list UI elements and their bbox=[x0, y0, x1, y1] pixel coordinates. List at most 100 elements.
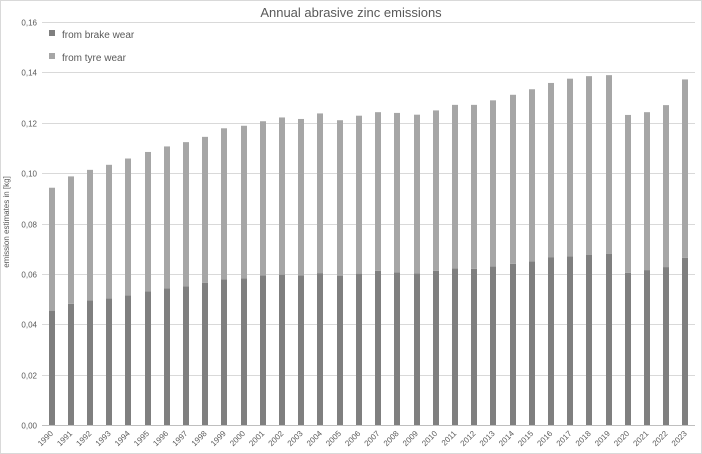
bar-segment-brake-wear bbox=[682, 257, 688, 425]
y-axis-label: emission estimates in [kg] bbox=[2, 176, 11, 268]
bar-segment-brake-wear bbox=[68, 303, 74, 425]
y-tick-label: 0,16 bbox=[21, 19, 37, 28]
x-tick-label: 1999 bbox=[209, 429, 228, 448]
x-tick-label: 2006 bbox=[343, 429, 362, 448]
bar-segment-brake-wear bbox=[202, 282, 208, 425]
bar-segment-tyre-wear bbox=[183, 142, 189, 287]
x-tick-label: 2009 bbox=[401, 429, 420, 448]
bar-segment-tyre-wear bbox=[298, 118, 304, 276]
bar-segment-tyre-wear bbox=[452, 104, 458, 269]
bar-segment-brake-wear bbox=[452, 268, 458, 425]
x-tick-label: 2012 bbox=[459, 429, 478, 448]
bar-segment-tyre-wear bbox=[260, 121, 266, 276]
y-tick-label: 0,00 bbox=[21, 422, 37, 431]
bar-segment-tyre-wear bbox=[567, 78, 573, 257]
bar-segment-brake-wear bbox=[644, 270, 650, 425]
x-tick-label: 2003 bbox=[286, 429, 305, 448]
x-tick-label: 2020 bbox=[612, 429, 631, 448]
bar-segment-brake-wear bbox=[183, 286, 189, 425]
x-tick-label: 2018 bbox=[574, 429, 593, 448]
x-tick-label: 1997 bbox=[171, 429, 190, 448]
bar-segment-tyre-wear bbox=[202, 136, 208, 283]
legend-swatch-brake-wear bbox=[49, 30, 55, 36]
x-tick-label: 1994 bbox=[113, 429, 132, 448]
bar-segment-tyre-wear bbox=[394, 112, 400, 273]
bar-segment-brake-wear bbox=[145, 291, 151, 425]
x-tick-label: 2002 bbox=[267, 429, 286, 448]
bar-segment-brake-wear bbox=[337, 275, 343, 425]
x-tick-label: 2019 bbox=[593, 429, 612, 448]
bar-segment-tyre-wear bbox=[471, 104, 477, 269]
x-tick-label: 1992 bbox=[74, 429, 93, 448]
bar-segment-tyre-wear bbox=[433, 110, 439, 271]
bar-segment-brake-wear bbox=[317, 273, 323, 425]
bar-segment-brake-wear bbox=[164, 288, 170, 425]
bar-segment-brake-wear bbox=[471, 268, 477, 425]
x-tick-label: 2021 bbox=[631, 429, 650, 448]
x-tick-label: 2023 bbox=[670, 429, 689, 448]
bar-segment-tyre-wear bbox=[164, 146, 170, 289]
y-tick-label: 0,12 bbox=[21, 120, 37, 129]
x-tick-label: 1998 bbox=[190, 429, 209, 448]
x-tick-label: 2022 bbox=[651, 429, 670, 448]
x-tick-label: 1991 bbox=[55, 429, 74, 448]
y-tick-label: 0,06 bbox=[21, 271, 37, 280]
bar-segment-brake-wear bbox=[663, 267, 669, 425]
bar-segment-tyre-wear bbox=[375, 112, 381, 271]
bar-segment-brake-wear bbox=[529, 261, 535, 425]
x-tick-label: 2001 bbox=[247, 429, 266, 448]
bar-segment-brake-wear bbox=[125, 295, 131, 425]
bar-segment-brake-wear bbox=[241, 278, 247, 425]
x-tick-label: 1995 bbox=[132, 429, 151, 448]
bar-segment-brake-wear bbox=[414, 273, 420, 425]
x-tick-label: 2015 bbox=[516, 429, 535, 448]
x-tick-label: 2004 bbox=[305, 429, 324, 448]
bar-segment-tyre-wear bbox=[586, 76, 592, 255]
grid bbox=[42, 22, 695, 426]
bar-segment-tyre-wear bbox=[625, 114, 631, 273]
bar-segment-brake-wear bbox=[106, 298, 112, 425]
bar-segment-tyre-wear bbox=[221, 128, 227, 280]
bar-segment-tyre-wear bbox=[68, 176, 74, 304]
legend-label-tyre-wear: from tyre wear bbox=[62, 53, 127, 64]
bar-segment-tyre-wear bbox=[145, 151, 151, 292]
bar-segment-brake-wear bbox=[548, 257, 554, 425]
y-tick-label: 0,10 bbox=[21, 170, 37, 179]
legend: from brake wear from tyre wear bbox=[49, 30, 135, 64]
x-tick-label: 2014 bbox=[497, 429, 516, 448]
bar-segment-brake-wear bbox=[433, 270, 439, 425]
y-tick-label: 0,14 bbox=[21, 69, 37, 78]
bar-segment-tyre-wear bbox=[606, 75, 612, 254]
x-tick-label: 2007 bbox=[363, 429, 382, 448]
chart-title: Annual abrasive zinc emissions bbox=[260, 5, 442, 20]
bar-segment-tyre-wear bbox=[279, 117, 285, 275]
bars bbox=[49, 75, 688, 425]
bar-segment-brake-wear bbox=[394, 272, 400, 425]
x-tick-label: 2013 bbox=[478, 429, 497, 448]
bar-segment-brake-wear bbox=[567, 256, 573, 425]
x-tick-label: 2010 bbox=[420, 429, 439, 448]
bar-segment-tyre-wear bbox=[644, 112, 650, 271]
x-tick-label: 1996 bbox=[151, 429, 170, 448]
x-tick-label: 2008 bbox=[382, 429, 401, 448]
bar-segment-tyre-wear bbox=[106, 164, 112, 299]
bar-segment-brake-wear bbox=[375, 270, 381, 425]
bar-segment-brake-wear bbox=[625, 272, 631, 425]
bar-segment-brake-wear bbox=[298, 275, 304, 425]
bar-segment-brake-wear bbox=[606, 253, 612, 425]
bar-segment-tyre-wear bbox=[317, 113, 323, 274]
x-tick-label: 2011 bbox=[440, 429, 459, 448]
y-axis-ticks: 0,00 0,02 0,04 0,06 0,08 0,10 0,12 0,14 0,16 bbox=[21, 19, 37, 431]
bar-segment-tyre-wear bbox=[490, 100, 496, 267]
bar-segment-brake-wear bbox=[586, 254, 592, 425]
legend-label-brake-wear: from brake wear bbox=[62, 30, 135, 41]
bar-segment-tyre-wear bbox=[241, 125, 247, 279]
bar-segment-tyre-wear bbox=[356, 115, 362, 274]
bar-segment-tyre-wear bbox=[510, 94, 516, 264]
x-tick-label: 2017 bbox=[555, 429, 574, 448]
bar-segment-brake-wear bbox=[221, 279, 227, 425]
x-tick-label: 2016 bbox=[535, 429, 554, 448]
x-tick-label: 2000 bbox=[228, 429, 247, 448]
y-tick-label: 0,08 bbox=[21, 221, 37, 230]
